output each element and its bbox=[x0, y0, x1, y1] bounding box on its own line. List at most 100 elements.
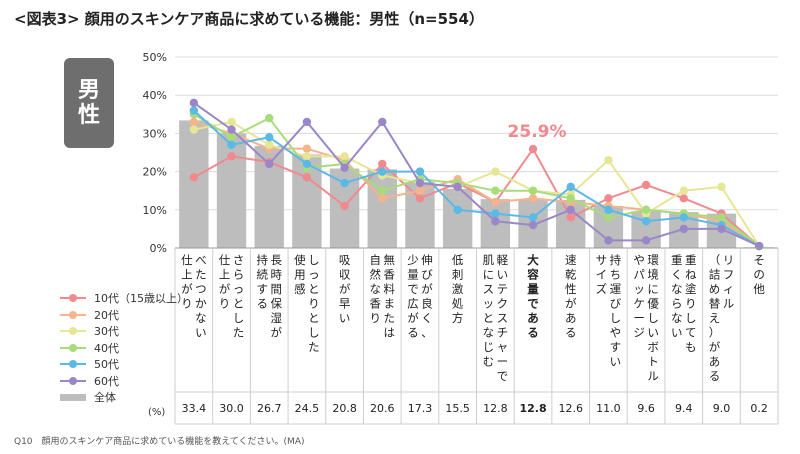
overall-value: 26.7 bbox=[257, 402, 282, 415]
legend-label-10s: 10代（15歳以上） bbox=[94, 292, 188, 306]
category-char: が bbox=[709, 340, 721, 354]
category-char: ） bbox=[709, 326, 721, 340]
series-point-10代 bbox=[641, 180, 651, 190]
series-point-50代 bbox=[641, 217, 651, 226]
category-char: な bbox=[671, 311, 683, 325]
series-point-30代 bbox=[189, 125, 199, 134]
category-char: や bbox=[610, 326, 622, 340]
overall-bar bbox=[179, 120, 209, 248]
category-char: 乾 bbox=[565, 268, 577, 282]
category-char: 刺 bbox=[452, 268, 464, 282]
series-point-30代 bbox=[717, 182, 726, 192]
category-char: 広 bbox=[407, 297, 419, 311]
y-tick-label: 0% bbox=[150, 242, 167, 255]
category-char: 低 bbox=[452, 253, 464, 267]
overall-bar bbox=[367, 169, 397, 248]
series-point-60代 bbox=[302, 117, 312, 127]
category-char: じ bbox=[483, 340, 495, 354]
category-char: り bbox=[219, 297, 231, 311]
series-point-10代 bbox=[566, 213, 575, 222]
legend-label-20s: 20代 bbox=[94, 308, 119, 322]
category-char: し bbox=[610, 311, 622, 325]
category-char: チ bbox=[497, 326, 509, 340]
legend-item-40s: 40代 bbox=[60, 340, 188, 357]
category-char: え bbox=[709, 311, 721, 325]
series-point-40代 bbox=[566, 194, 575, 203]
category-char: や bbox=[633, 253, 645, 267]
category-char: フ bbox=[723, 268, 735, 282]
category-char: 続 bbox=[256, 268, 268, 282]
category-char: な bbox=[483, 326, 495, 340]
series-line-50代 bbox=[193, 109, 760, 247]
category-char: と bbox=[483, 311, 495, 325]
category-char: と bbox=[233, 297, 245, 311]
legend-swatch-60s bbox=[60, 376, 86, 385]
category-char: パ bbox=[633, 268, 645, 282]
series-point-50代 bbox=[340, 178, 349, 188]
category-char: ら bbox=[671, 297, 683, 311]
chart-title: <図表3> 顔用のスキンケア商品に求めている機能：男性（n=554） bbox=[14, 10, 484, 28]
category-char: に bbox=[483, 268, 495, 282]
category-char: 境 bbox=[647, 268, 659, 282]
category-char: る bbox=[709, 369, 721, 383]
series-point-60代 bbox=[604, 236, 613, 245]
series-point-10代 bbox=[227, 152, 236, 161]
series-point-20代 bbox=[189, 117, 199, 127]
category-char: 使 bbox=[294, 253, 306, 267]
series-point-30代 bbox=[679, 186, 688, 195]
category-char: 方 bbox=[452, 311, 464, 325]
category-char: が bbox=[407, 311, 419, 325]
category-char: 吸 bbox=[339, 253, 351, 267]
category-char: ー bbox=[633, 311, 645, 325]
category-char: 湿 bbox=[270, 311, 282, 325]
series-point-50代 bbox=[227, 140, 236, 150]
y-tick-label: 20% bbox=[143, 166, 167, 179]
category-char: 感 bbox=[294, 282, 306, 296]
series-point-10代 bbox=[415, 194, 425, 203]
category-char: テ bbox=[497, 282, 509, 296]
series-point-30代 bbox=[302, 152, 312, 161]
category-char: 用 bbox=[294, 268, 306, 282]
series-point-20代 bbox=[378, 194, 387, 203]
series-point-60代 bbox=[641, 236, 651, 245]
series-point-40代 bbox=[378, 186, 387, 195]
category-char: 詰 bbox=[709, 268, 721, 282]
category-char: そ bbox=[753, 253, 765, 267]
category-char: く bbox=[671, 268, 683, 282]
category-char: も bbox=[685, 340, 697, 354]
category-char: り bbox=[181, 297, 193, 311]
category-char: 伸 bbox=[421, 253, 433, 267]
series-point-40代 bbox=[491, 186, 500, 195]
category-char: い bbox=[195, 326, 207, 340]
category-char: い bbox=[610, 355, 622, 369]
series-point-50代 bbox=[604, 205, 613, 214]
series-point-20代 bbox=[302, 144, 312, 153]
series-point-60代 bbox=[340, 163, 349, 172]
category-char: で bbox=[407, 282, 419, 296]
category-char: 時 bbox=[270, 268, 282, 282]
category-char: （ bbox=[709, 253, 721, 267]
category-char: な bbox=[370, 282, 382, 296]
series-point-50代 bbox=[189, 106, 199, 115]
category-char: ル bbox=[723, 297, 735, 311]
category-char: び bbox=[421, 268, 433, 282]
category-char: す bbox=[610, 340, 622, 354]
series-point-20代 bbox=[491, 197, 500, 207]
series-point-20代 bbox=[528, 194, 538, 203]
category-char: る bbox=[527, 326, 539, 340]
category-char: ィ bbox=[723, 282, 735, 296]
legend-swatch-50s bbox=[60, 360, 86, 369]
category-char: つ bbox=[195, 282, 207, 296]
category-char: ジ bbox=[633, 326, 645, 340]
category-char: て bbox=[685, 326, 697, 340]
category-char: る bbox=[256, 297, 268, 311]
category-char: 収 bbox=[339, 268, 351, 282]
overall-value: 15.5 bbox=[445, 402, 470, 415]
category-char: ト bbox=[647, 355, 659, 369]
category-char: ク bbox=[497, 297, 509, 311]
category-char: 重 bbox=[671, 253, 683, 267]
